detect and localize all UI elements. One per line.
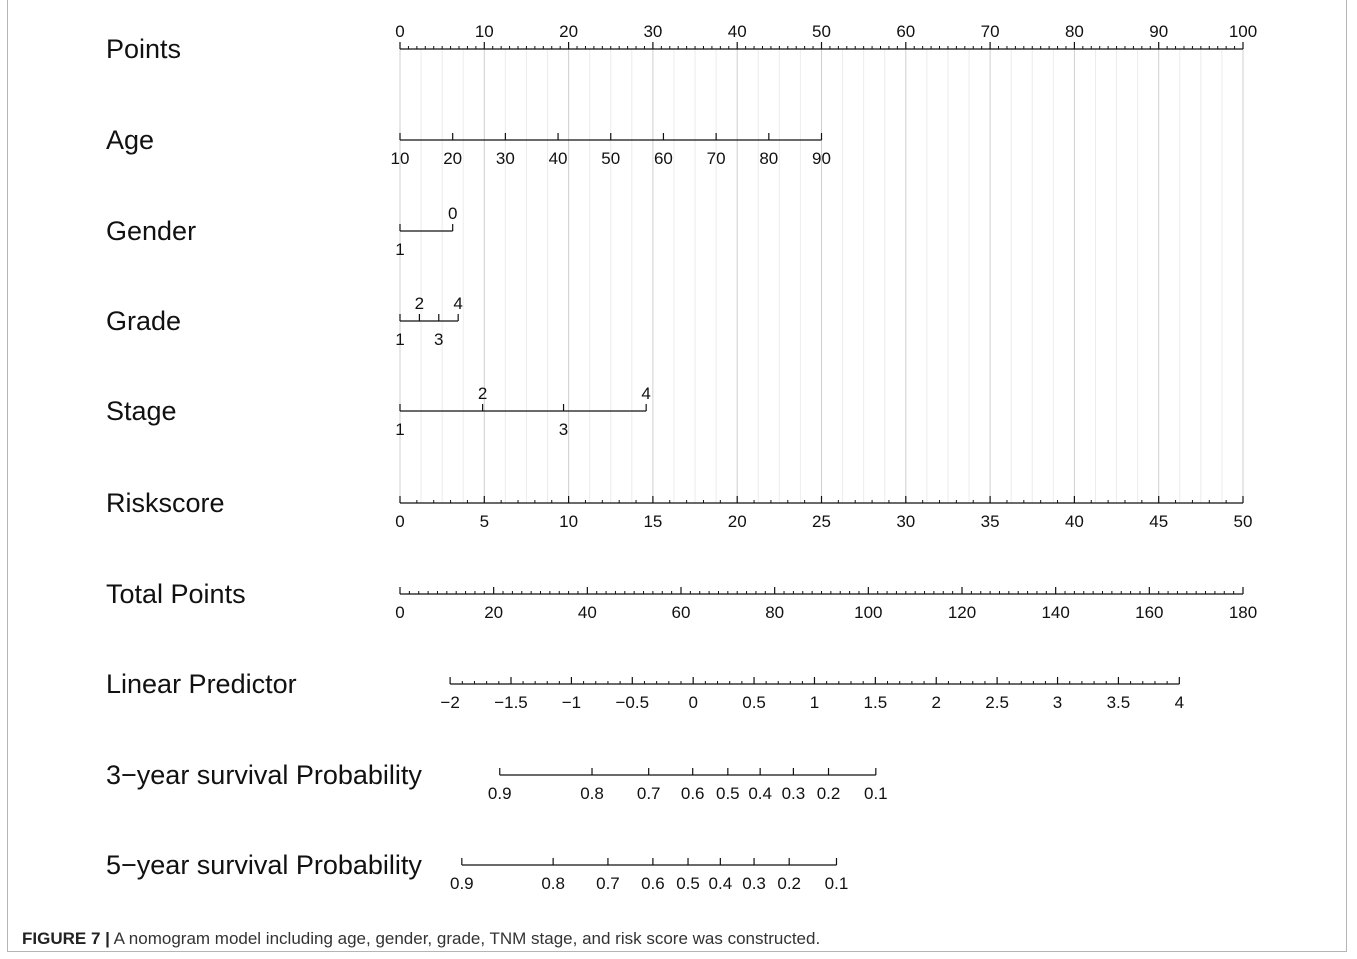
points-tick-label: 100 <box>1229 22 1257 41</box>
linear-predictor-label: Linear Predictor <box>106 669 297 699</box>
5-year-survival-probability-label: 5−year survival Probability <box>106 850 422 880</box>
points-tick-label: 30 <box>643 22 662 41</box>
5-year-survival-probability-tick-label: 0.5 <box>676 874 700 893</box>
5-year-survival-probability-tick-label: 0.4 <box>709 874 733 893</box>
linear-predictor-tick-label: 2.5 <box>985 693 1009 712</box>
stage-label: Stage <box>106 396 177 426</box>
3-year-survival-probability-tick-label: 0.7 <box>637 784 661 803</box>
linear-predictor-tick-label: −1 <box>562 693 581 712</box>
gender-tick-label: 0 <box>448 204 457 223</box>
age-tick-label: 10 <box>391 149 410 168</box>
5-year-survival-probability-tick-label: 0.6 <box>641 874 665 893</box>
total-points-tick-label: 100 <box>854 603 882 622</box>
caption-text: A nomogram model including age, gender, … <box>109 929 821 948</box>
linear-predictor-tick-label: 3.5 <box>1107 693 1131 712</box>
linear-predictor-tick-label: −0.5 <box>616 693 650 712</box>
riskscore-tick-label: 20 <box>728 512 747 531</box>
5-year-survival-probability-tick-label: 0.1 <box>825 874 849 893</box>
riskscore-tick-label: 15 <box>643 512 662 531</box>
points-tick-label: 80 <box>1065 22 1084 41</box>
stage-tick-label: 1 <box>395 420 404 439</box>
gender-label: Gender <box>106 216 196 246</box>
gender-tick-label: 1 <box>395 240 404 259</box>
points-tick-label: 60 <box>896 22 915 41</box>
linear-predictor-tick-label: 4 <box>1175 693 1184 712</box>
total-points-tick-label: 120 <box>948 603 976 622</box>
total-points-tick-label: 20 <box>484 603 503 622</box>
age-tick-label: 50 <box>601 149 620 168</box>
total-points-tick-label: 0 <box>395 603 404 622</box>
grade-label: Grade <box>106 306 181 336</box>
figure-frame <box>7 0 1347 952</box>
total-points-tick-label: 40 <box>578 603 597 622</box>
age-label: Age <box>106 125 154 155</box>
3-year-survival-probability-tick-label: 0.9 <box>488 784 512 803</box>
age-tick-label: 60 <box>654 149 673 168</box>
linear-predictor-tick-label: −1.5 <box>494 693 528 712</box>
total-points-tick-label: 60 <box>672 603 691 622</box>
3-year-survival-probability-tick-label: 0.4 <box>748 784 772 803</box>
linear-predictor-tick-label: 0.5 <box>742 693 766 712</box>
grade-tick-label: 1 <box>395 330 404 349</box>
points-tick-label: 50 <box>812 22 831 41</box>
riskscore-tick-label: 35 <box>981 512 1000 531</box>
points-tick-label: 0 <box>395 22 404 41</box>
stage-tick-label: 4 <box>641 384 650 403</box>
3-year-survival-probability-tick-label: 0.6 <box>681 784 705 803</box>
riskscore-tick-label: 40 <box>1065 512 1084 531</box>
age-tick-label: 70 <box>707 149 726 168</box>
3-year-survival-probability-tick-label: 0.2 <box>817 784 841 803</box>
3-year-survival-probability-tick-label: 0.8 <box>580 784 604 803</box>
total-points-tick-label: 180 <box>1229 603 1257 622</box>
stage-tick-label: 2 <box>478 384 487 403</box>
points-tick-label: 40 <box>728 22 747 41</box>
age-tick-label: 30 <box>496 149 515 168</box>
points-tick-label: 70 <box>981 22 1000 41</box>
total-points-tick-label: 160 <box>1135 603 1163 622</box>
riskscore-tick-label: 0 <box>395 512 404 531</box>
total-points-tick-label: 80 <box>765 603 784 622</box>
5-year-survival-probability-tick-label: 0.7 <box>596 874 620 893</box>
3-year-survival-probability-label: 3−year survival Probability <box>106 760 422 790</box>
5-year-survival-probability-tick-label: 0.9 <box>450 874 474 893</box>
3-year-survival-probability-tick-label: 0.3 <box>782 784 806 803</box>
grade-tick-label: 2 <box>415 294 424 313</box>
3-year-survival-probability-tick-label: 0.1 <box>864 784 888 803</box>
linear-predictor-tick-label: 3 <box>1053 693 1062 712</box>
figure-caption: FIGURE 7 | A nomogram model including ag… <box>22 929 820 949</box>
points-label: Points <box>106 34 181 64</box>
points-tick-label: 90 <box>1149 22 1168 41</box>
points-tick-label: 10 <box>475 22 494 41</box>
stage-tick-label: 3 <box>559 420 568 439</box>
caption-label: FIGURE 7 | <box>22 929 110 948</box>
grade-tick-label: 3 <box>434 330 443 349</box>
linear-predictor-tick-label: 0 <box>688 693 697 712</box>
riskscore-tick-label: 45 <box>1149 512 1168 531</box>
linear-predictor-tick-label: −2 <box>440 693 459 712</box>
3-year-survival-probability-tick-label: 0.5 <box>716 784 740 803</box>
age-tick-label: 40 <box>549 149 568 168</box>
riskscore-tick-label: 5 <box>480 512 489 531</box>
riskscore-label: Riskscore <box>106 488 225 518</box>
grade-tick-label: 4 <box>453 294 462 313</box>
riskscore-tick-label: 50 <box>1234 512 1253 531</box>
age-tick-label: 80 <box>759 149 778 168</box>
5-year-survival-probability-tick-label: 0.2 <box>777 874 801 893</box>
linear-predictor-tick-label: 2 <box>932 693 941 712</box>
riskscore-tick-label: 25 <box>812 512 831 531</box>
5-year-survival-probability-tick-label: 0.3 <box>742 874 766 893</box>
age-tick-label: 90 <box>812 149 831 168</box>
linear-predictor-tick-label: 1.5 <box>864 693 888 712</box>
riskscore-tick-label: 10 <box>559 512 578 531</box>
total-points-label: Total Points <box>106 579 246 609</box>
points-tick-label: 20 <box>559 22 578 41</box>
linear-predictor-tick-label: 1 <box>810 693 819 712</box>
riskscore-tick-label: 30 <box>896 512 915 531</box>
5-year-survival-probability-tick-label: 0.8 <box>541 874 565 893</box>
age-tick-label: 20 <box>443 149 462 168</box>
total-points-tick-label: 140 <box>1041 603 1069 622</box>
